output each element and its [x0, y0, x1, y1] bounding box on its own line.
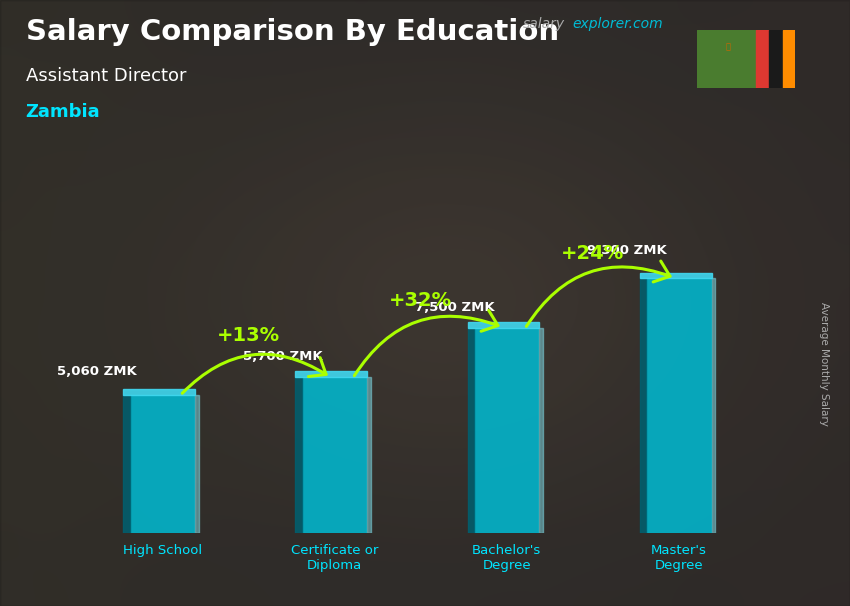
Text: Assistant Director: Assistant Director	[26, 67, 186, 85]
Polygon shape	[468, 322, 540, 328]
Bar	[756, 30, 769, 88]
Text: explorer.com: explorer.com	[572, 17, 663, 31]
Text: 7,500 ZMK: 7,500 ZMK	[416, 301, 495, 314]
Text: 9,300 ZMK: 9,300 ZMK	[587, 244, 667, 256]
Bar	[540, 328, 543, 533]
FancyArrowPatch shape	[526, 261, 670, 327]
Text: +32%: +32%	[389, 291, 452, 310]
Polygon shape	[296, 371, 367, 377]
Text: Average Monthly Salary: Average Monthly Salary	[819, 302, 829, 425]
Text: 5,700 ZMK: 5,700 ZMK	[243, 350, 323, 364]
Text: Salary Comparison By Education: Salary Comparison By Education	[26, 18, 558, 46]
Bar	[474, 328, 540, 533]
Bar	[646, 278, 711, 533]
Polygon shape	[640, 273, 711, 278]
Polygon shape	[123, 389, 196, 395]
Bar	[196, 395, 199, 533]
Bar	[367, 377, 371, 533]
Bar	[302, 377, 367, 533]
FancyArrowPatch shape	[182, 355, 326, 393]
Bar	[769, 30, 783, 88]
Text: Zambia: Zambia	[26, 103, 100, 121]
Text: 🦅: 🦅	[726, 42, 731, 51]
Bar	[783, 30, 795, 88]
Text: +13%: +13%	[217, 327, 280, 345]
Bar	[640, 278, 646, 533]
Bar	[130, 395, 196, 533]
FancyArrowPatch shape	[354, 310, 498, 376]
Bar	[296, 377, 302, 533]
Text: salary: salary	[523, 17, 565, 31]
Bar	[711, 278, 716, 533]
Bar	[468, 328, 474, 533]
Bar	[123, 395, 130, 533]
Text: +24%: +24%	[561, 244, 625, 263]
Text: 5,060 ZMK: 5,060 ZMK	[58, 365, 137, 378]
